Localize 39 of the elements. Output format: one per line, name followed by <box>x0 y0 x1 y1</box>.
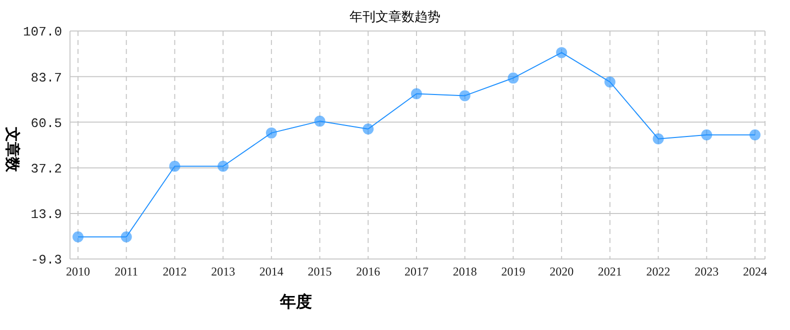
point <box>701 129 712 140</box>
x-axis-title: 年度 <box>278 292 313 313</box>
point <box>169 160 180 172</box>
x-tick-label: 2020 <box>550 264 574 279</box>
x-tick-label: 2010 <box>66 264 90 279</box>
x-tick-label: 2014 <box>259 264 284 279</box>
x-tick-label: 2018 <box>452 264 477 279</box>
chart-title: 年刊文章数趋势 <box>348 8 442 26</box>
point <box>314 116 326 127</box>
point <box>120 231 132 242</box>
x-tick-label: 2024 <box>743 264 767 279</box>
y-tick-label: 37.2 <box>30 161 62 176</box>
point <box>218 160 229 172</box>
point <box>508 72 519 84</box>
point <box>556 47 568 58</box>
point <box>604 76 616 88</box>
point <box>411 88 422 100</box>
x-tick-label: 2013 <box>211 264 236 279</box>
y-tick-label: -9.3 <box>30 252 62 268</box>
x-tick-label: 2017 <box>404 264 428 279</box>
y-tick-label: 13.9 <box>30 207 62 222</box>
x-tick-label: 2019 <box>501 264 526 279</box>
y-tick-label: 107.0 <box>22 24 62 40</box>
point <box>652 133 664 144</box>
point <box>362 124 374 135</box>
x-tick-label: 2012 <box>162 264 187 279</box>
y-tick-label: 83.7 <box>30 70 62 86</box>
x-tick-label: 2021 <box>598 264 622 279</box>
y-axis-title: 文章数 <box>2 126 22 174</box>
x-tick-label: 2011 <box>114 264 138 279</box>
point <box>72 231 84 242</box>
y-tick-label: 60.5 <box>30 116 62 131</box>
point <box>459 90 470 102</box>
x-tick-label: 2016 <box>356 264 380 279</box>
point <box>750 129 760 140</box>
x-tick-label: 2022 <box>646 264 670 279</box>
x-tick-label: 2023 <box>694 264 719 279</box>
x-tick-label: 2015 <box>308 264 332 279</box>
point <box>266 127 277 138</box>
